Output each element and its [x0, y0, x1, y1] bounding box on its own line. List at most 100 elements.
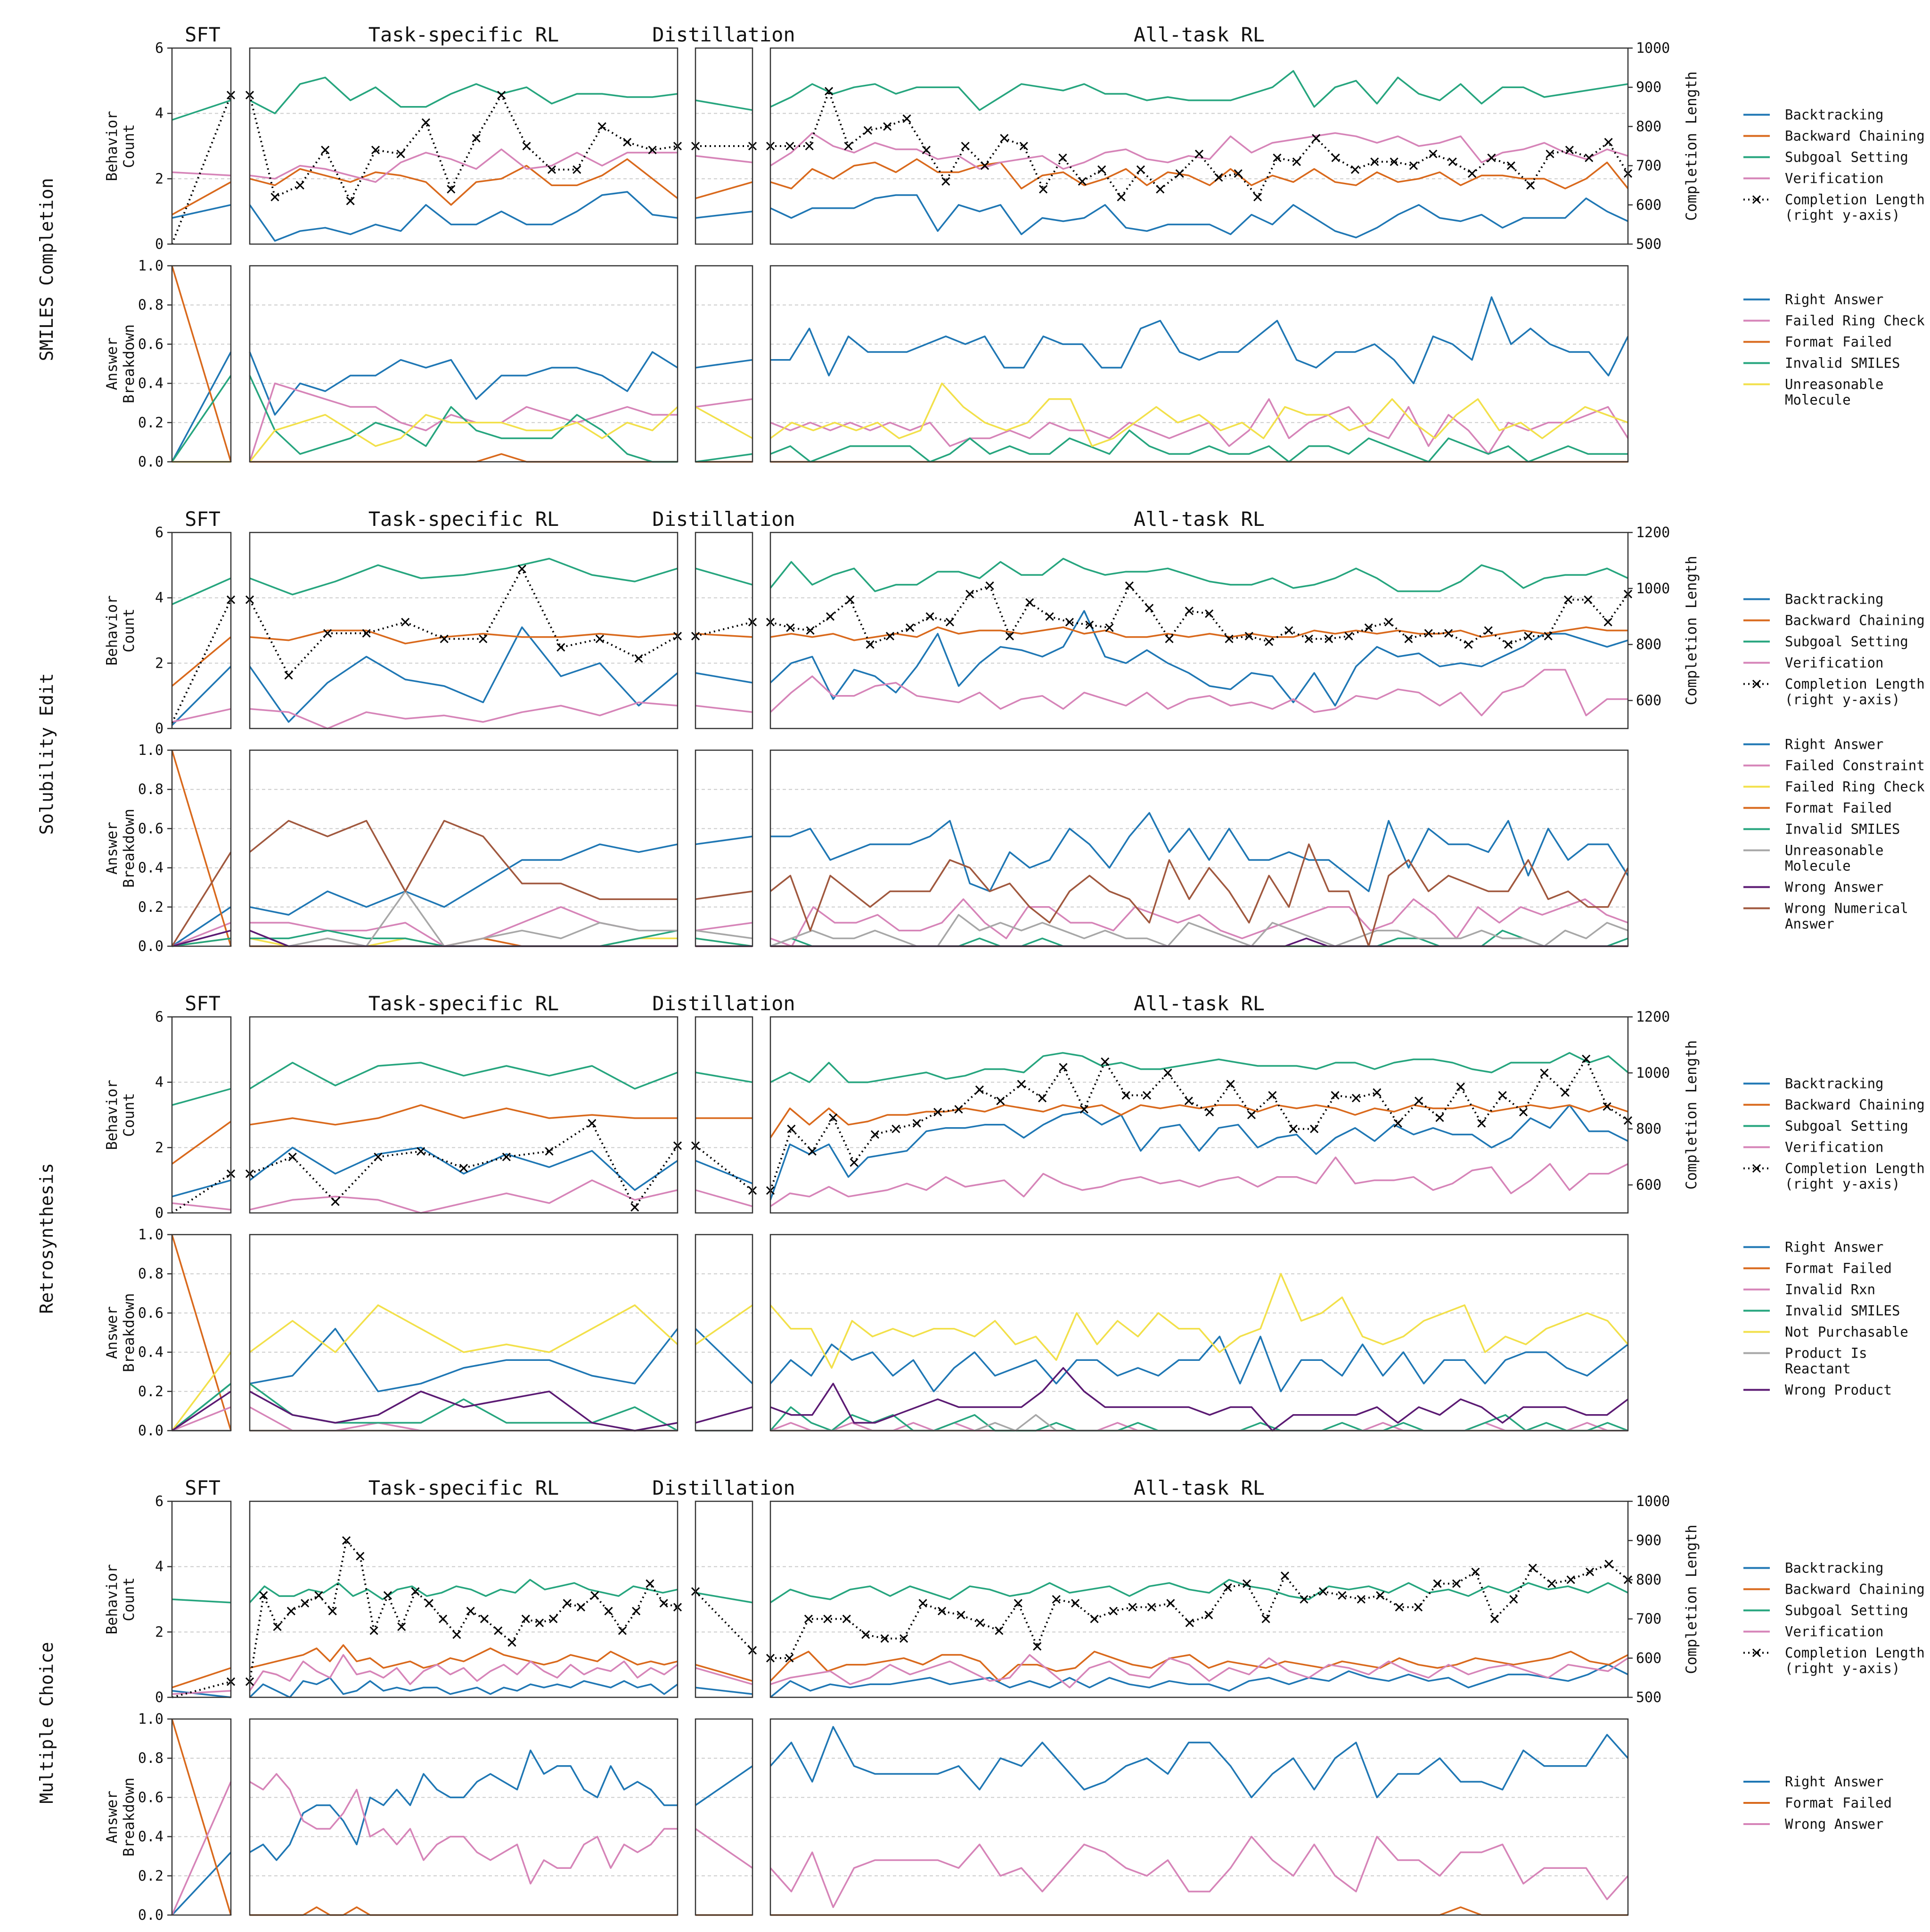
- completion-length-marker: [891, 1124, 900, 1133]
- series-line-wrong-numerical-answer: [769, 843, 1629, 947]
- completion-length-marker: [918, 1599, 927, 1608]
- y-tick-label: 0.8: [138, 781, 164, 798]
- task-label: Multiple Choice: [36, 1642, 57, 1803]
- panel-frame: [695, 1016, 753, 1214]
- right-y-axis-title: Completion Length: [1683, 556, 1700, 705]
- panel-frame: [249, 1500, 679, 1698]
- completion-length-marker: [870, 1130, 880, 1139]
- completion-length-marker: [1563, 595, 1573, 604]
- legend-label: Completion Length (right y-axis): [1785, 676, 1925, 708]
- series-line-invalid-smiles: [770, 929, 1628, 947]
- legend-marker: [1752, 679, 1761, 688]
- series-line-verification: [769, 669, 1628, 717]
- series-line-format-failed: [770, 1906, 1628, 1916]
- right-y-tick-label: 600: [1636, 197, 1661, 213]
- legend-label-line: Not Purchasable: [1785, 1324, 1908, 1340]
- series-line-backtracking: [249, 1677, 679, 1698]
- completion-length-marker: [447, 185, 456, 194]
- completion-length-marker: [1509, 1595, 1518, 1604]
- series-line-invalid-smiles: [249, 375, 678, 463]
- series-line-right-answer: [695, 835, 753, 845]
- y-tick-label: 0.4: [138, 376, 164, 392]
- completion-length-marker: [1414, 1603, 1423, 1612]
- completion-length-marker: [786, 623, 795, 632]
- completion-length-marker: [1424, 629, 1433, 638]
- series-line-backtracking: [695, 1160, 753, 1185]
- legend-label-line: Right Answer: [1785, 1239, 1884, 1255]
- completion-length-marker: [1058, 153, 1067, 163]
- legend-label: Backtracking: [1785, 1076, 1884, 1092]
- completion-length-marker: [863, 126, 872, 135]
- completion-length-marker: [259, 1591, 268, 1600]
- series-line-backward-chaining: [171, 636, 232, 687]
- completion-length-marker: [885, 631, 895, 640]
- completion-length-marker: [922, 146, 931, 155]
- completion-length-marker: [595, 634, 604, 643]
- legend-label-line: Failed Ring Check: [1785, 313, 1925, 329]
- y-tick-label: 1.0: [138, 1227, 164, 1243]
- legend-label: Format Failed: [1785, 800, 1892, 816]
- series-line-subgoal-setting: [695, 1592, 753, 1604]
- legend-label-line: Molecule: [1785, 858, 1851, 874]
- legend-label-line: Backtracking: [1785, 591, 1884, 607]
- completion-length-marker: [1109, 1606, 1118, 1616]
- completion-length-marker: [1433, 1579, 1442, 1588]
- series-line-backward-chaining: [695, 1664, 753, 1682]
- legend-label: Right Answer: [1785, 737, 1884, 753]
- y-axis-title: Behavior: [104, 1080, 121, 1150]
- series-line-not-purchasable: [171, 1351, 232, 1432]
- completion-length-marker: [1244, 631, 1253, 640]
- series-line-backtracking: [172, 1179, 231, 1197]
- panel-frame: [249, 532, 679, 729]
- completion-length-marker: [1243, 1579, 1251, 1588]
- series-line-subgoal-setting: [249, 1062, 678, 1090]
- series-line-unreasonable-molecule: [695, 929, 753, 940]
- series-line-wrong-product: [249, 1391, 678, 1432]
- completion-length-marker: [479, 634, 488, 643]
- panel-frame: [171, 47, 232, 245]
- completion-length-marker: [829, 1113, 838, 1122]
- y-axis-title: Breakdown: [121, 1293, 138, 1372]
- series-line-verification: [249, 701, 678, 729]
- y-tick-label: 2: [155, 1624, 164, 1640]
- completion-length-marker: [1014, 1599, 1022, 1608]
- panel-frame: [171, 1016, 232, 1214]
- completion-length-marker: [1052, 1595, 1061, 1604]
- completion-length-marker: [1390, 157, 1398, 166]
- completion-length-marker: [1468, 169, 1477, 178]
- legend-label: Completion Length (right y-axis): [1785, 1645, 1925, 1677]
- series-line-backward-chaining: [695, 181, 753, 199]
- y-tick-label: 0.6: [138, 336, 164, 352]
- legend-label-line: Invalid Rxn: [1785, 1282, 1875, 1298]
- completion-length-marker: [842, 1614, 851, 1623]
- series-line-backward-chaining: [249, 630, 678, 645]
- legend-label: Completion Length (right y-axis): [1785, 1161, 1925, 1192]
- completion-length-marker: [590, 1591, 599, 1600]
- series-line-backward-chaining: [249, 1644, 678, 1669]
- series-line-completion-length: [249, 1122, 679, 1209]
- completion-length-marker: [957, 1611, 965, 1620]
- series-line-subgoal-setting: [695, 567, 753, 586]
- series-line-right-answer: [249, 351, 678, 416]
- legend-label-line: Right Answer: [1785, 292, 1884, 308]
- legend-label: Backtracking: [1785, 591, 1884, 607]
- y-axis-title: Answer: [104, 337, 121, 390]
- stage-title: All-task RL: [1134, 23, 1265, 46]
- legend-label-line: Invalid SMILES: [1785, 355, 1900, 371]
- y-tick-label: 4: [155, 590, 164, 606]
- stage-title: All-task RL: [1134, 508, 1265, 531]
- legend-label: Wrong Product: [1785, 1382, 1892, 1398]
- legend-label-line: Backward Chaining: [1785, 128, 1925, 144]
- panel-frame: [171, 749, 232, 947]
- completion-length-marker: [1506, 161, 1515, 170]
- series-line-invalid-smiles: [171, 375, 232, 462]
- series-line-format-failed: [171, 265, 232, 462]
- legend-label: Backward Chaining: [1785, 128, 1925, 144]
- completion-length-marker: [1163, 1068, 1172, 1077]
- completion-length-marker: [1448, 157, 1457, 166]
- completion-length-marker: [1471, 1567, 1480, 1576]
- completion-length-marker: [844, 141, 853, 151]
- series-line-backward-chaining: [249, 1104, 678, 1126]
- legend-label-line: Reactant: [1785, 1361, 1851, 1377]
- series-line-verification: [172, 171, 231, 177]
